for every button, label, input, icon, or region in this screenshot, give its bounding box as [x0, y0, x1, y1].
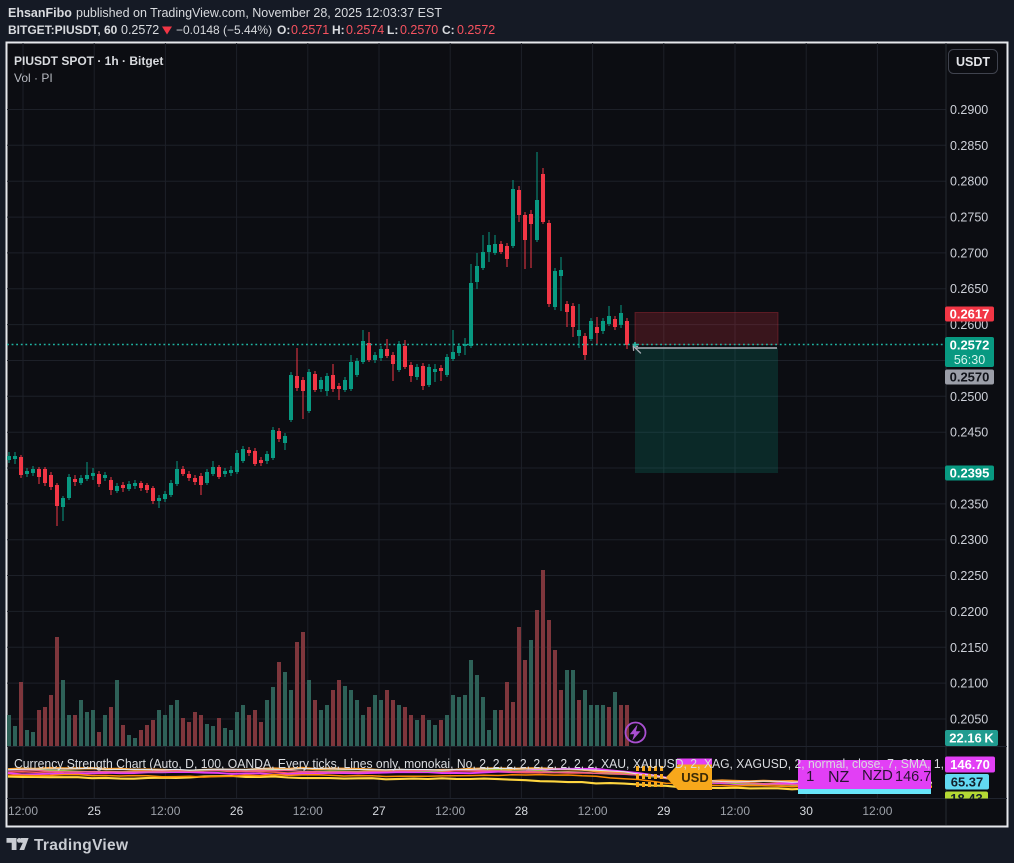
- svg-text:C:: C:: [442, 23, 455, 37]
- svg-text:USDT: USDT: [956, 55, 990, 69]
- svg-text:L:: L:: [387, 23, 398, 37]
- svg-text:−0.0148 (−5.44%): −0.0148 (−5.44%): [176, 23, 272, 37]
- svg-text:12:00: 12:00: [720, 804, 750, 818]
- svg-text:18.43: 18.43: [950, 791, 983, 806]
- svg-text:0.2572: 0.2572: [950, 338, 990, 353]
- svg-text:22.16 K: 22.16 K: [949, 731, 994, 746]
- svg-text:0.2850: 0.2850: [950, 139, 988, 153]
- svg-text:12:00: 12:00: [8, 804, 38, 818]
- svg-text:0.2574: 0.2574: [346, 23, 384, 37]
- svg-text:H:: H:: [332, 23, 345, 37]
- svg-text:Currency Strength Chart (Auto,: Currency Strength Chart (Auto, D, 100, O…: [14, 756, 944, 771]
- svg-text:0.2350: 0.2350: [950, 497, 988, 511]
- svg-text:12:00: 12:00: [293, 804, 323, 818]
- svg-text:146.70: 146.70: [950, 757, 990, 772]
- svg-text:0.2600: 0.2600: [950, 318, 988, 332]
- svg-text:0.2570: 0.2570: [950, 370, 990, 385]
- svg-text:30: 30: [800, 804, 814, 818]
- svg-text:NZ: NZ: [828, 769, 850, 786]
- svg-text:BITGET:PIUSDT, 60: BITGET:PIUSDT, 60: [8, 23, 118, 37]
- svg-text:PIUSDT SPOT · 1h · Bitget: PIUSDT SPOT · 1h · Bitget: [14, 54, 163, 68]
- svg-text:0.2617: 0.2617: [950, 307, 990, 322]
- svg-text:published on TradingView.com,: published on TradingView.com, November 2…: [76, 6, 442, 20]
- svg-text:56:30: 56:30: [954, 353, 985, 367]
- svg-text:0.2570: 0.2570: [400, 23, 438, 37]
- svg-text:0.2572: 0.2572: [121, 23, 159, 37]
- svg-text:146.7: 146.7: [895, 769, 931, 785]
- svg-text:EhsanFibo: EhsanFibo: [8, 6, 72, 20]
- svg-text:0.2500: 0.2500: [950, 390, 988, 404]
- svg-text:0.2800: 0.2800: [950, 175, 988, 189]
- svg-text:12:00: 12:00: [862, 804, 892, 818]
- svg-text:0.2150: 0.2150: [950, 641, 988, 655]
- svg-text:25: 25: [88, 804, 102, 818]
- svg-text:0.2900: 0.2900: [950, 103, 988, 117]
- svg-text:0.2750: 0.2750: [950, 211, 988, 225]
- svg-text:65.37: 65.37: [951, 775, 984, 790]
- svg-text:1: 1: [806, 768, 814, 785]
- svg-text:Vol · PI: Vol · PI: [14, 71, 53, 85]
- svg-text:0.2572: 0.2572: [457, 23, 495, 37]
- svg-text:TradingView: TradingView: [34, 837, 129, 854]
- svg-text:0.2200: 0.2200: [950, 605, 988, 619]
- svg-text:0.2700: 0.2700: [950, 246, 988, 260]
- svg-text:26: 26: [230, 804, 244, 818]
- svg-text:0.2395: 0.2395: [950, 466, 990, 481]
- svg-text:0.2650: 0.2650: [950, 282, 988, 296]
- svg-text:0.2250: 0.2250: [950, 569, 988, 583]
- svg-text:12:00: 12:00: [578, 804, 608, 818]
- svg-text:12:00: 12:00: [150, 804, 180, 818]
- svg-text:29: 29: [657, 804, 671, 818]
- svg-text:USD: USD: [681, 770, 708, 785]
- svg-text:0.2100: 0.2100: [950, 677, 988, 691]
- svg-text:NZD: NZD: [862, 767, 893, 784]
- svg-text:0.2300: 0.2300: [950, 533, 988, 547]
- svg-text:27: 27: [372, 804, 386, 818]
- svg-text:0.2450: 0.2450: [950, 426, 988, 440]
- svg-text:0.2571: 0.2571: [291, 23, 329, 37]
- svg-text:0.2050: 0.2050: [950, 713, 988, 727]
- svg-text:O:: O:: [277, 23, 290, 37]
- svg-text:28: 28: [515, 804, 529, 818]
- svg-text:12:00: 12:00: [435, 804, 465, 818]
